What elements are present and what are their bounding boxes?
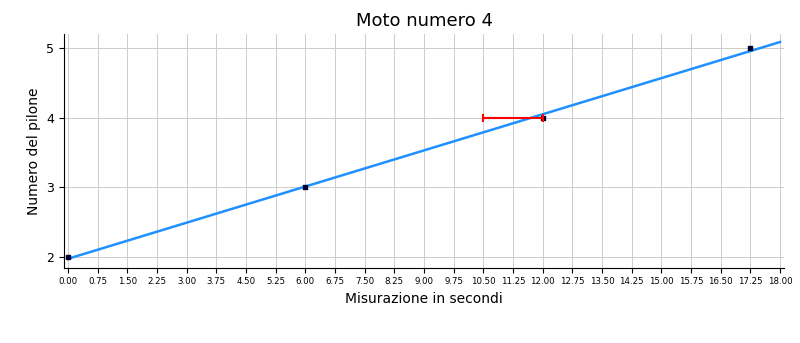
Title: Moto numero 4: Moto numero 4 — [355, 12, 493, 30]
Point — [62, 255, 74, 260]
Point — [744, 46, 757, 51]
X-axis label: Misurazione in secondi: Misurazione in secondi — [345, 292, 503, 306]
Y-axis label: Numero del pilone: Numero del pilone — [26, 87, 41, 215]
Point — [299, 185, 312, 190]
Point — [536, 115, 549, 121]
